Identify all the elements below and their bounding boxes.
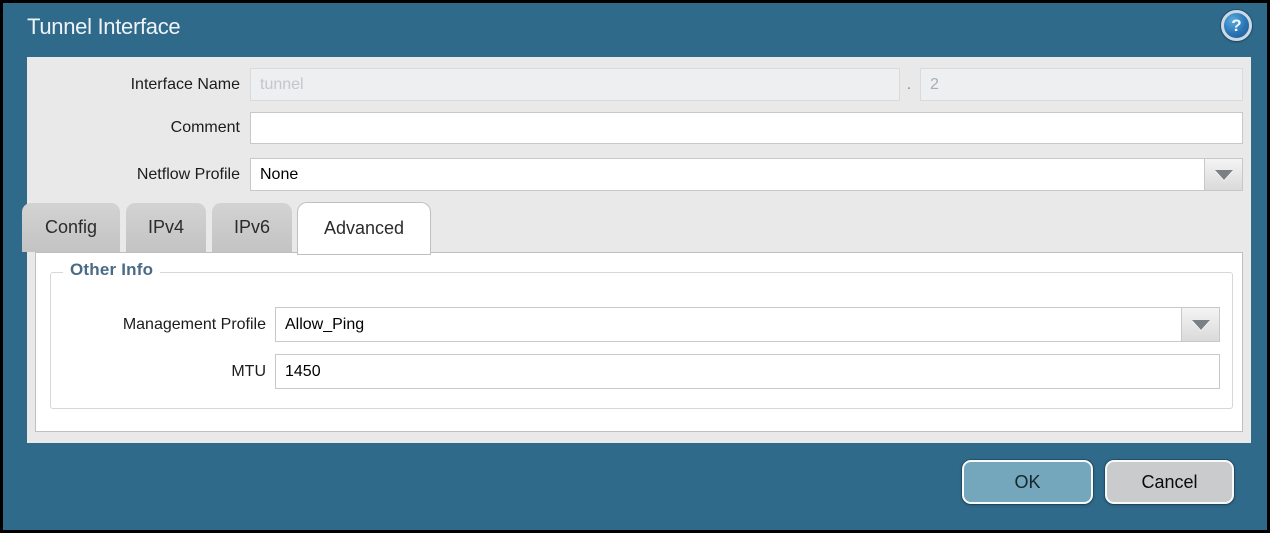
other-info-legend: Other Info (63, 260, 161, 280)
netflow-profile-value: None (260, 165, 299, 183)
interface-name-suffix-input (920, 68, 1243, 101)
chevron-down-icon (1214, 169, 1233, 180)
interface-name-label: Interface Name (130, 76, 240, 93)
management-profile-dropdown[interactable]: Allow_Ping (275, 307, 1220, 342)
tab-ipv4[interactable]: IPv4 (126, 203, 206, 252)
mtu-input[interactable] (275, 354, 1220, 389)
interface-name-separator: . (906, 76, 912, 93)
advanced-tab-panel (35, 252, 1243, 432)
chevron-down-icon (1191, 319, 1210, 330)
tab-advanced[interactable]: Advanced (298, 203, 430, 254)
management-profile-label: Management Profile (122, 316, 266, 333)
netflow-profile-dropdown-button[interactable] (1204, 159, 1242, 190)
dialog-title: Tunnel Interface (27, 14, 181, 39)
ok-button[interactable]: OK (962, 460, 1093, 504)
other-info-fieldset: Other Info (50, 260, 1233, 409)
tab-ipv6-label: IPv6 (233, 217, 271, 237)
comment-input[interactable] (250, 112, 1243, 144)
management-profile-value: Allow_Ping (285, 315, 365, 333)
comment-label: Comment (170, 119, 240, 136)
cancel-button-label: Cancel (1141, 471, 1198, 492)
tab-advanced-label: Advanced (323, 218, 405, 238)
interface-name-base-input (250, 68, 900, 101)
tab-config-label: Config (44, 217, 98, 237)
cancel-button[interactable]: Cancel (1105, 460, 1234, 504)
help-icon-glyph: ? (1231, 16, 1242, 35)
mtu-label: MTU (231, 363, 266, 380)
tab-ipv6[interactable]: IPv6 (212, 203, 292, 252)
netflow-profile-dropdown[interactable]: None (250, 158, 1243, 191)
management-profile-dropdown-button[interactable] (1181, 308, 1219, 341)
tab-ipv4-label: IPv4 (147, 217, 185, 237)
ok-button-label: OK (1014, 471, 1041, 492)
tab-config[interactable]: Config (22, 203, 120, 252)
netflow-profile-label: Netflow Profile (136, 166, 240, 183)
help-icon[interactable]: ? (1221, 10, 1252, 41)
